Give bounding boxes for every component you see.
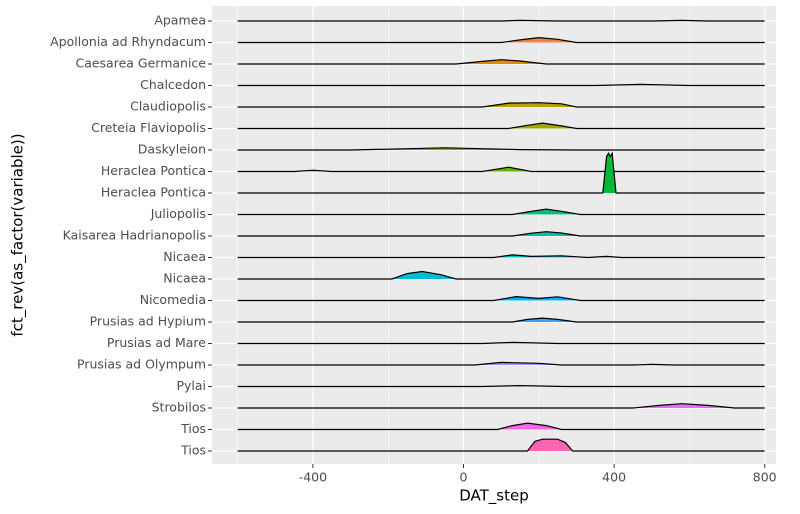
ridge-line bbox=[237, 361, 765, 366]
ridge-line bbox=[237, 147, 765, 151]
ridge-area bbox=[237, 102, 765, 107]
y-tick-label: Nicaea bbox=[163, 249, 206, 264]
ridge-line bbox=[237, 254, 765, 259]
ridge-line bbox=[237, 36, 765, 44]
y-tick-label: Prusias ad Mare bbox=[107, 335, 206, 350]
x-tick-label: -400 bbox=[299, 470, 327, 485]
y-tick-label: Tios bbox=[180, 443, 206, 458]
ridge-line bbox=[237, 270, 765, 280]
x-axis-title: DAT_step bbox=[459, 487, 529, 506]
ridge-line bbox=[237, 122, 765, 130]
y-tick-label: Nicaea bbox=[163, 271, 206, 286]
y-axis-title: fct_rev(as_factor(variable)) bbox=[9, 133, 28, 336]
ridge-line bbox=[237, 341, 765, 345]
ridge-area bbox=[237, 362, 765, 365]
y-tick-label: Apamea bbox=[154, 13, 206, 28]
x-tick-label: 800 bbox=[753, 470, 777, 485]
ridge-line bbox=[237, 384, 765, 388]
y-tick-label: Tios bbox=[180, 421, 206, 436]
ridge-line bbox=[237, 151, 765, 194]
panel bbox=[212, 6, 776, 464]
ridge-area bbox=[237, 59, 765, 64]
ridge-line bbox=[237, 208, 765, 216]
y-tick-label: Caesarea Germanice bbox=[75, 56, 206, 71]
ridge-area bbox=[237, 167, 765, 172]
ridge-line bbox=[237, 102, 765, 108]
y-tick-label: Pylai bbox=[176, 378, 206, 393]
y-tick-label: Daskyleion bbox=[138, 142, 206, 157]
y-tick-label: Juliopolis bbox=[150, 206, 206, 221]
y-tick-label: Apollonia ad Rhyndacum bbox=[50, 34, 206, 49]
y-tick-label: Heraclea Pontica bbox=[101, 185, 206, 200]
ridge-line bbox=[237, 403, 765, 409]
ridge-line bbox=[237, 317, 765, 323]
x-tick-label: 400 bbox=[602, 470, 626, 485]
ridge-line bbox=[237, 166, 765, 173]
y-tick-label: Kaisarea Hadrianopolis bbox=[63, 228, 206, 243]
y-tick-label: Creteia Flaviopolis bbox=[91, 120, 206, 135]
y-tick-label: Claudiopolis bbox=[130, 99, 206, 114]
x-tick-label: 0 bbox=[460, 470, 468, 485]
ridge-line bbox=[237, 438, 765, 452]
ridge-line bbox=[237, 231, 765, 237]
y-tick-label: Heraclea Pontica bbox=[101, 163, 206, 178]
y-tick-label: Strobilos bbox=[152, 400, 206, 415]
y-tick-label: Chalcedon bbox=[140, 77, 206, 92]
ridge-line bbox=[237, 422, 765, 431]
y-tick-label: Prusias ad Hypium bbox=[90, 314, 206, 329]
ridge-line bbox=[237, 83, 765, 87]
ridge-line bbox=[237, 295, 765, 302]
y-tick-label: Nicomedia bbox=[140, 292, 206, 307]
ridge-line bbox=[237, 19, 765, 22]
ridge-line bbox=[237, 59, 765, 65]
y-tick-label: Prusias ad Olympum bbox=[77, 357, 206, 372]
